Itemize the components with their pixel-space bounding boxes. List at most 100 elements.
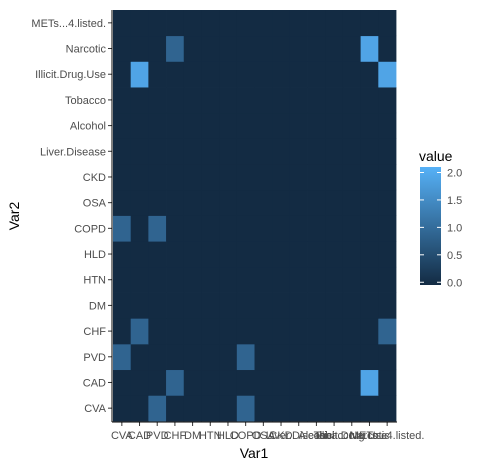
heatmap-cell bbox=[360, 164, 379, 191]
heatmap-cell bbox=[113, 215, 132, 242]
heatmap-cell bbox=[378, 318, 397, 345]
heatmap-cell bbox=[378, 369, 397, 396]
heatmap-cell bbox=[378, 10, 397, 37]
heatmap-cell bbox=[166, 61, 185, 88]
heatmap-cell bbox=[254, 164, 273, 191]
heatmap-cell bbox=[201, 343, 220, 371]
heatmap-cell bbox=[289, 215, 308, 242]
heatmap-cell bbox=[378, 87, 397, 114]
heatmap-cell bbox=[201, 61, 220, 88]
heatmap-cell bbox=[166, 292, 185, 319]
heatmap-cell bbox=[378, 292, 397, 319]
heatmap-cell bbox=[113, 266, 132, 293]
heatmap-cell bbox=[236, 318, 255, 345]
heatmap-cell bbox=[183, 61, 202, 88]
heatmap-cell bbox=[272, 164, 291, 191]
heatmap-cell bbox=[219, 292, 238, 319]
heatmap-cell bbox=[378, 164, 397, 191]
heatmap-cell bbox=[183, 138, 202, 165]
heatmap-cell bbox=[113, 292, 132, 319]
heatmap-cell bbox=[130, 369, 149, 396]
heatmap-cell bbox=[342, 395, 362, 422]
heatmap-cell bbox=[307, 241, 326, 268]
heatmap-cell bbox=[307, 164, 326, 191]
heatmap-cell bbox=[201, 215, 220, 242]
heatmap-cell bbox=[201, 241, 220, 268]
heatmap-cell bbox=[236, 112, 255, 139]
heatmap-cell bbox=[113, 369, 132, 396]
heatmap-cell bbox=[236, 215, 255, 242]
legend-tick-label: 1.0 bbox=[447, 222, 462, 234]
heatmap-cell bbox=[183, 292, 202, 319]
heatmap-cell bbox=[183, 318, 202, 345]
heatmap-cell bbox=[307, 318, 326, 345]
heatmap-cell bbox=[113, 35, 132, 62]
heatmap-cell bbox=[219, 266, 238, 293]
heatmap-cell bbox=[325, 369, 344, 396]
heatmap-cell bbox=[378, 138, 397, 165]
heatmap-cell bbox=[130, 61, 149, 88]
heatmap-cell bbox=[130, 138, 149, 165]
heatmap-cell bbox=[307, 189, 326, 216]
heatmap-cell bbox=[166, 164, 185, 191]
legend-tick-label: 1.5 bbox=[447, 195, 462, 207]
heatmap-cell bbox=[254, 215, 273, 242]
heatmap-cell bbox=[113, 318, 132, 345]
heatmap-cell bbox=[130, 87, 149, 114]
heatmap-cell bbox=[307, 266, 326, 293]
x-tick-label: METs...4.listed. bbox=[350, 430, 425, 442]
heatmap-cell bbox=[130, 189, 149, 216]
heatmap-cell bbox=[113, 343, 132, 371]
heatmap-cell bbox=[236, 189, 255, 216]
heatmap-cell bbox=[307, 61, 326, 88]
heatmap-cell bbox=[307, 343, 326, 371]
heatmap-cell bbox=[236, 10, 255, 37]
heatmap-cell bbox=[201, 35, 220, 62]
heatmap-cell bbox=[219, 241, 238, 268]
heatmap-cell bbox=[113, 138, 132, 165]
heatmap-cell bbox=[166, 241, 185, 268]
heatmap-cell bbox=[236, 61, 255, 88]
heatmap-cell bbox=[183, 87, 202, 114]
heatmap-cell bbox=[130, 292, 149, 319]
legend-title: value bbox=[419, 148, 453, 164]
heatmap-cell bbox=[325, 10, 344, 37]
heatmap-cell bbox=[325, 87, 344, 114]
heatmap-cell bbox=[342, 112, 362, 139]
heatmap-cell bbox=[272, 35, 291, 62]
heatmap-cell bbox=[219, 138, 238, 165]
heatmap-cell bbox=[148, 266, 167, 293]
heatmap-cell bbox=[219, 35, 238, 62]
heatmap-cell bbox=[236, 292, 255, 319]
heatmap-cell bbox=[183, 241, 202, 268]
heatmap-cell bbox=[272, 266, 291, 293]
heatmap-cell bbox=[272, 10, 291, 37]
heatmap-cell bbox=[254, 10, 273, 37]
heatmap-cell bbox=[254, 318, 273, 345]
heatmap-cell bbox=[342, 215, 362, 242]
heatmap-cell bbox=[378, 241, 397, 268]
y-tick-label: Illicit.Drug.Use bbox=[35, 69, 106, 81]
heatmap-cell bbox=[130, 395, 149, 422]
heatmap-cell bbox=[219, 215, 238, 242]
heatmap-cell bbox=[325, 35, 344, 62]
heatmap-cell bbox=[360, 292, 379, 319]
heatmap-cell bbox=[289, 266, 308, 293]
heatmap-cell bbox=[325, 138, 344, 165]
heatmap-cell bbox=[183, 369, 202, 396]
heatmap-cell bbox=[272, 292, 291, 319]
heatmap-cell bbox=[254, 61, 273, 88]
heatmap-cell bbox=[201, 112, 220, 139]
heatmap-cell bbox=[325, 112, 344, 139]
x-tick-label: HLD bbox=[217, 430, 239, 442]
heatmap-cell bbox=[307, 215, 326, 242]
y-tick-label: Narcotic bbox=[66, 44, 107, 56]
heatmap-cell bbox=[219, 318, 238, 345]
heatmap-cell bbox=[325, 61, 344, 88]
heatmap-cell bbox=[201, 318, 220, 345]
heatmap-cell bbox=[378, 343, 397, 371]
heatmap-cell bbox=[236, 369, 255, 396]
heatmap-cell bbox=[342, 138, 362, 165]
heatmap-cell bbox=[254, 189, 273, 216]
heatmap-cell bbox=[148, 138, 167, 165]
